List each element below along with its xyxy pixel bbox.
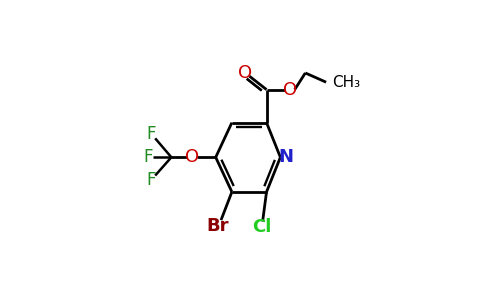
Text: CH₃: CH₃ xyxy=(332,75,360,90)
Text: F: F xyxy=(147,125,156,143)
Text: F: F xyxy=(147,171,156,189)
Text: Cl: Cl xyxy=(252,218,271,236)
Text: O: O xyxy=(185,148,199,166)
Text: N: N xyxy=(279,148,294,166)
Text: O: O xyxy=(238,64,252,82)
Text: O: O xyxy=(283,81,297,99)
Text: F: F xyxy=(144,148,153,166)
Text: Br: Br xyxy=(207,217,229,235)
